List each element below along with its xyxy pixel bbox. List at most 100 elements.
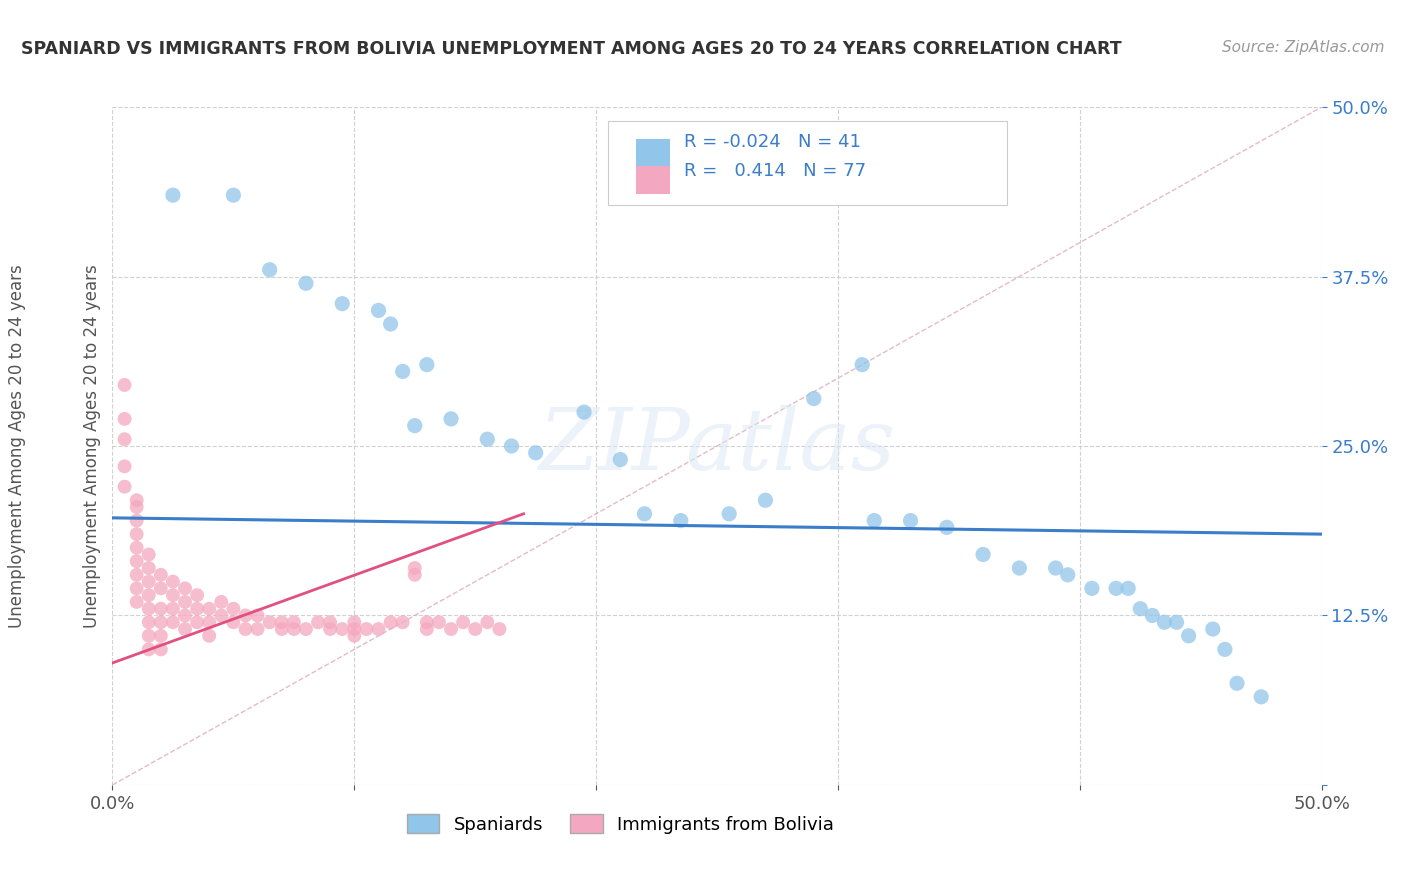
Point [149, 629, 172, 643]
Point [391, 364, 413, 378]
FancyBboxPatch shape [609, 120, 1007, 205]
Point [572, 405, 595, 419]
Point [138, 601, 160, 615]
Point [404, 567, 426, 582]
Point [138, 561, 160, 575]
Point [125, 541, 148, 555]
Point [209, 608, 232, 623]
Point [427, 615, 450, 630]
Point [283, 615, 305, 630]
Point [209, 595, 232, 609]
Y-axis label: Unemployment Among Ages 20 to 24 years: Unemployment Among Ages 20 to 24 years [83, 264, 101, 628]
Point [198, 601, 221, 615]
Point [754, 493, 776, 508]
Point [138, 548, 160, 562]
Point [803, 392, 825, 406]
Point [270, 622, 292, 636]
Point [863, 514, 886, 528]
Point [174, 595, 197, 609]
Point [246, 608, 269, 623]
Point [1166, 615, 1188, 630]
Point [380, 317, 402, 331]
Point [138, 574, 160, 589]
Point [186, 601, 208, 615]
Point [125, 500, 148, 514]
Point [416, 615, 439, 630]
Point [114, 432, 136, 446]
Point [1116, 582, 1139, 596]
Point [343, 615, 366, 630]
Point [367, 303, 389, 318]
Point [295, 622, 318, 636]
Point [125, 514, 148, 528]
Point [343, 629, 366, 643]
Point [149, 642, 172, 657]
Point [138, 588, 160, 602]
Point [149, 582, 172, 596]
Point [246, 622, 269, 636]
Point [1008, 561, 1031, 575]
Text: R =   0.414   N = 77: R = 0.414 N = 77 [685, 161, 866, 179]
Point [125, 567, 148, 582]
Point [319, 622, 342, 636]
Point [718, 507, 741, 521]
Point [477, 432, 499, 446]
Point [162, 588, 184, 602]
Point [633, 507, 655, 521]
Point [1153, 615, 1175, 630]
Point [416, 622, 439, 636]
Point [283, 622, 305, 636]
Text: Unemployment Among Ages 20 to 24 years: Unemployment Among Ages 20 to 24 years [8, 264, 25, 628]
Text: R = -0.024   N = 41: R = -0.024 N = 41 [685, 133, 862, 151]
Point [186, 588, 208, 602]
Point [114, 480, 136, 494]
Point [501, 439, 523, 453]
Point [488, 622, 510, 636]
Point [149, 615, 172, 630]
Point [440, 622, 463, 636]
Point [259, 262, 281, 277]
Point [1177, 629, 1199, 643]
Point [900, 514, 922, 528]
Point [235, 622, 257, 636]
Point [1045, 561, 1067, 575]
Point [391, 615, 413, 630]
Point [330, 622, 353, 636]
Point [114, 378, 136, 392]
Bar [636, 139, 669, 168]
Point [149, 567, 172, 582]
Text: SPANIARD VS IMMIGRANTS FROM BOLIVIA UNEMPLOYMENT AMONG AGES 20 TO 24 YEARS CORRE: SPANIARD VS IMMIGRANTS FROM BOLIVIA UNEM… [21, 40, 1122, 58]
Point [295, 277, 318, 291]
Point [669, 514, 692, 528]
Point [524, 446, 547, 460]
Legend: Spaniards, Immigrants from Bolivia: Spaniards, Immigrants from Bolivia [406, 814, 834, 833]
Point [1056, 567, 1078, 582]
Point [174, 608, 197, 623]
Point [235, 608, 257, 623]
Point [330, 296, 353, 310]
Point [477, 615, 499, 630]
Point [1250, 690, 1272, 704]
Point [174, 622, 197, 636]
Bar [636, 166, 669, 194]
Point [404, 418, 426, 433]
Point [972, 548, 994, 562]
Point [1081, 582, 1104, 596]
Point [1129, 601, 1152, 615]
Point [138, 629, 160, 643]
Point [343, 622, 366, 636]
Point [149, 601, 172, 615]
Point [138, 642, 160, 657]
Point [198, 629, 221, 643]
Point [367, 622, 389, 636]
Point [138, 615, 160, 630]
Point [125, 527, 148, 541]
Point [1105, 582, 1128, 596]
Point [125, 582, 148, 596]
Point [307, 615, 329, 630]
Point [162, 188, 184, 202]
Point [451, 615, 474, 630]
Point [125, 554, 148, 568]
Point [935, 520, 957, 534]
Point [1202, 622, 1225, 636]
